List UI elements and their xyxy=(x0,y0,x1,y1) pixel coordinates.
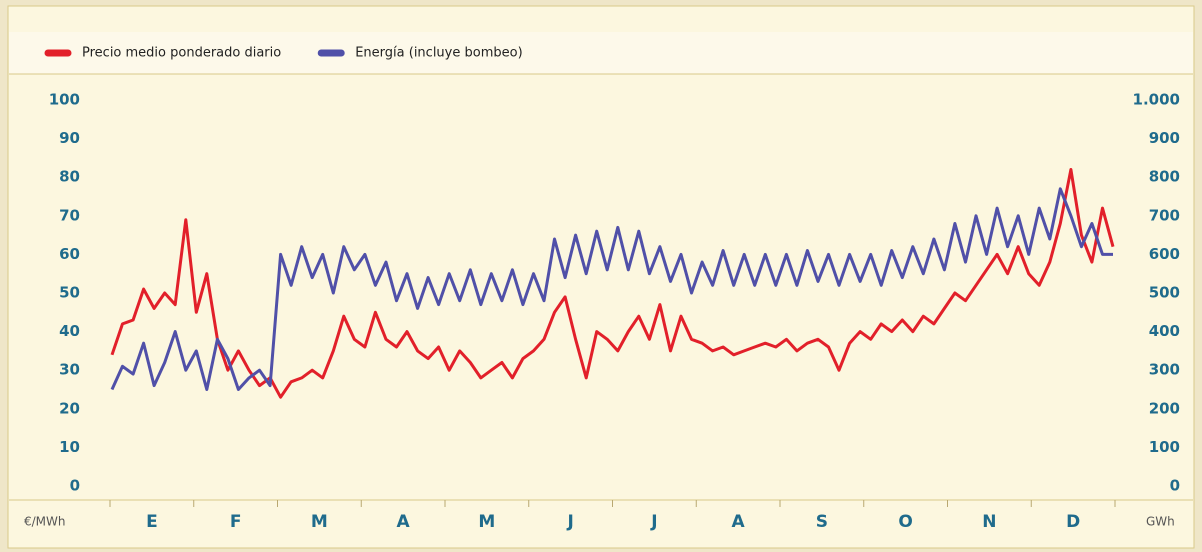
y-tick-label: 0 xyxy=(70,477,80,495)
y-tick-label: 30 xyxy=(59,361,80,379)
x-tick-label: M xyxy=(478,512,495,532)
legend-label: Energía (incluye bombeo) xyxy=(355,46,522,61)
y-tick-label: 80 xyxy=(59,168,80,186)
y-tick-label: 90 xyxy=(59,129,80,147)
x-tick-label: E xyxy=(146,512,158,532)
y2-tick-label: 800 xyxy=(1149,168,1180,186)
y2-tick-label: 1.000 xyxy=(1133,91,1180,109)
x-tick-label: A xyxy=(732,512,746,532)
legend-strip xyxy=(9,32,1193,74)
y2-tick-label: 400 xyxy=(1149,322,1180,340)
x-tick-label: N xyxy=(982,512,996,532)
series-line xyxy=(110,168,1115,399)
series-line xyxy=(110,187,1113,391)
y2-tick-label: 900 xyxy=(1149,129,1180,147)
x-tick-label: A xyxy=(397,512,411,532)
y-tick-label: 100 xyxy=(49,91,80,109)
x-tick-label: O xyxy=(898,512,912,532)
y2-tick-label: 100 xyxy=(1149,438,1180,456)
chart-frame xyxy=(7,5,1195,549)
y-tick-label: 10 xyxy=(59,438,80,456)
y2-tick-label: 200 xyxy=(1149,399,1180,417)
y2-tick-label: 300 xyxy=(1149,361,1180,379)
y-tick-label: 40 xyxy=(59,322,80,340)
legend-label: Precio medio ponderado diario xyxy=(82,46,281,61)
x-tick-label: F xyxy=(230,512,242,532)
y-tick-label: 60 xyxy=(59,245,80,263)
y2-tick-label: 0 xyxy=(1170,477,1180,495)
y-tick-label: 20 xyxy=(59,399,80,417)
y-tick-label: 50 xyxy=(59,284,80,302)
x-tick-label: J xyxy=(566,512,573,532)
x-tick-label: J xyxy=(650,512,657,532)
y2-tick-label: 600 xyxy=(1149,245,1180,263)
x-tick-label: S xyxy=(816,512,828,532)
x-tick-label: D xyxy=(1066,512,1080,532)
y-axis-unit: €/MWh xyxy=(24,515,66,529)
y2-tick-label: 700 xyxy=(1149,206,1180,224)
y2-axis-unit: GWh xyxy=(1146,515,1175,529)
y2-tick-label: 500 xyxy=(1149,284,1180,302)
x-tick-label: M xyxy=(311,512,328,532)
y-tick-label: 70 xyxy=(59,206,80,224)
